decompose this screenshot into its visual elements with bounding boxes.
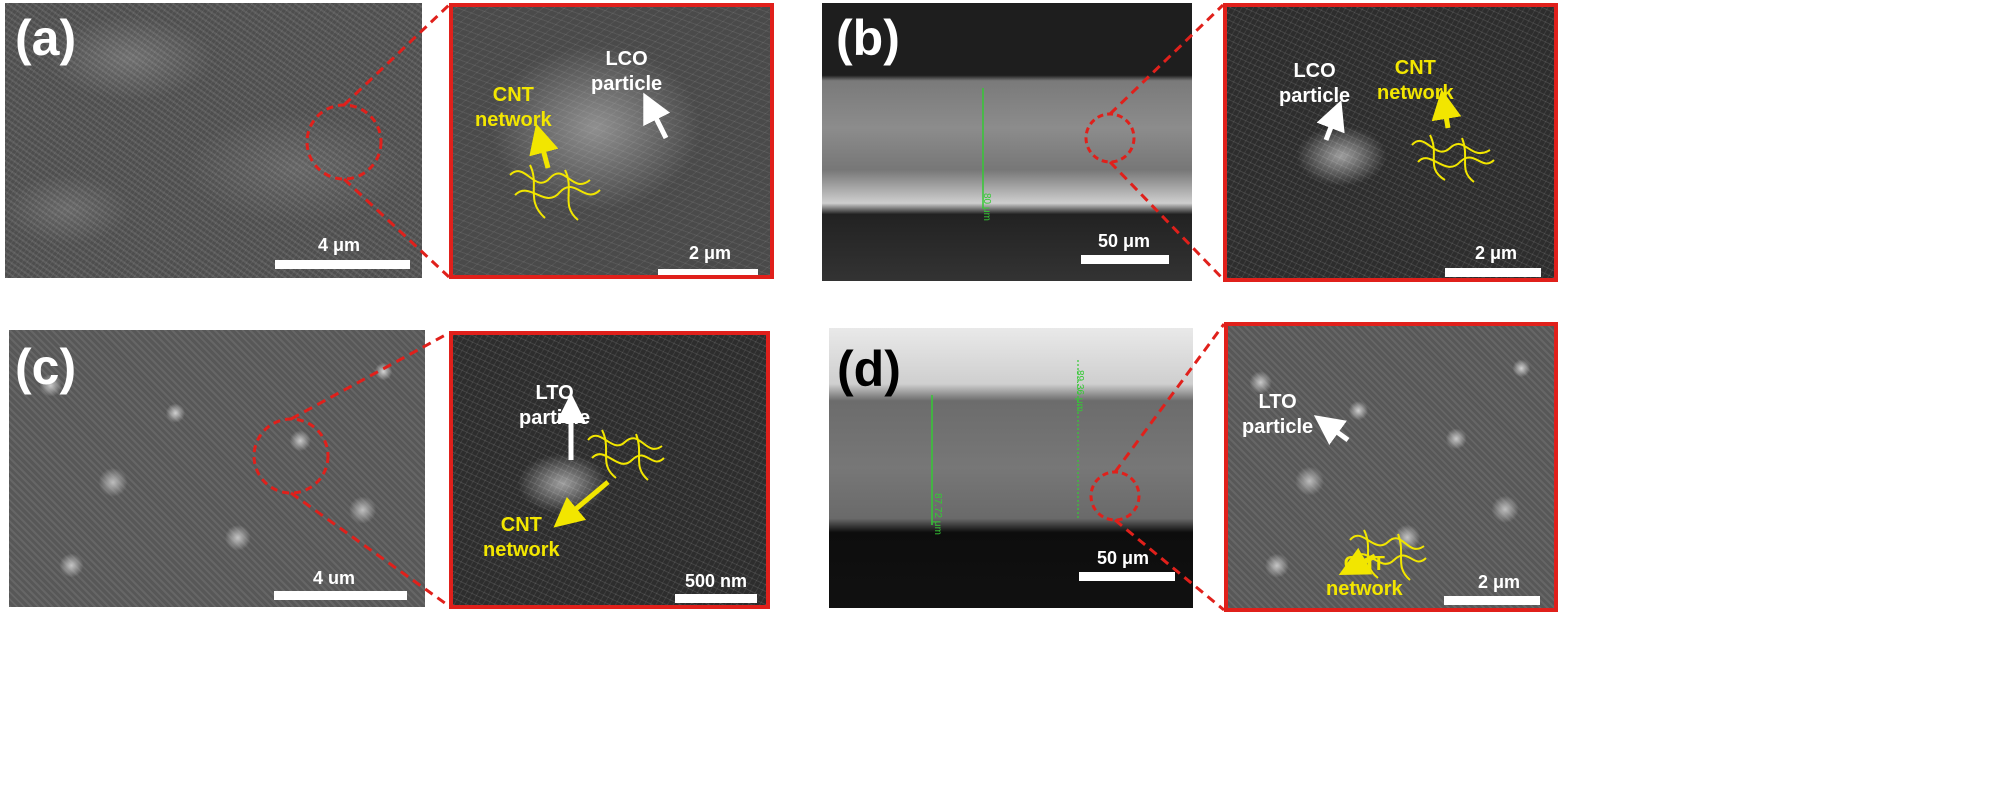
panel-a-overview: (a) 4 μm	[5, 3, 422, 278]
panel-d-scale-text: 50 μm	[1097, 548, 1150, 568]
panel-d-zoom-particle-label: LTO particle	[1242, 391, 1314, 438]
panel-b-zoom-network-label: CNT network	[1377, 57, 1454, 104]
panel-b-scale-bar	[1081, 255, 1169, 264]
panel-c-label: (c)	[15, 339, 77, 395]
panel-c-zoom-scale-text: 500 nm	[685, 571, 748, 591]
panel-d-measure-right: 89.36 μm	[1074, 370, 1085, 412]
panel-d-zoom-scale-bar	[1444, 596, 1540, 605]
panel-d-overview: (d) 87.72 μm 89.36 μm 50 μm	[829, 328, 1193, 608]
panel-d-label: (d)	[837, 341, 901, 397]
panel-b-thickness-measure: 80 μm	[981, 193, 992, 221]
panel-b-zoom-particle-label: LCO particle	[1279, 60, 1351, 107]
panel-b-scale-text: 50 μm	[1098, 231, 1151, 251]
panel-d-zoom-network-label: CNT network	[1326, 553, 1403, 600]
panel-a-zoom-particle-label: LCO particle	[591, 48, 663, 95]
panel-c-zoom-particle-label: LTO particle	[519, 382, 591, 429]
panel-a-scale-text: 4 μm	[318, 235, 361, 255]
panel-a-zoom-scale-text: 2 μm	[689, 243, 732, 263]
panel-c-scale-text: 4 um	[313, 568, 356, 588]
panel-d-zoom: LTO particle CNT network 2 μm	[1224, 322, 1558, 612]
panel-a-label: (a)	[15, 10, 77, 66]
panel-b-zoom-scale-text: 2 μm	[1475, 243, 1518, 263]
panel-c-overview: (c) 4 um	[9, 330, 425, 607]
panel-b-zoom: LCO particle CNT network 2 μm	[1223, 3, 1558, 282]
panel-a-zoom: LCO particle CNT network 2 μm	[449, 3, 774, 279]
panel-c-zoom-network-label: CNT network	[483, 514, 560, 561]
panel-b-zoom-scale-bar	[1445, 268, 1541, 277]
panel-c-zoom: LTO particle CNT network 500 nm	[449, 331, 770, 609]
panel-c-zoom-scale-bar	[675, 594, 757, 603]
panel-a-zoom-scale-bar	[658, 269, 758, 275]
panel-c-scale-bar	[274, 591, 407, 600]
panel-b-label: (b)	[836, 10, 900, 66]
panel-a-scale-bar	[275, 260, 410, 269]
panel-d-zoom-scale-text: 2 μm	[1478, 572, 1521, 592]
panel-d-measure-left: 87.72 μm	[932, 493, 943, 535]
panel-d-scale-bar	[1079, 572, 1175, 581]
panel-a-zoom-network-label: CNT network	[475, 84, 552, 131]
panel-b-overview: (b) 80 μm 50 μm	[822, 3, 1192, 281]
